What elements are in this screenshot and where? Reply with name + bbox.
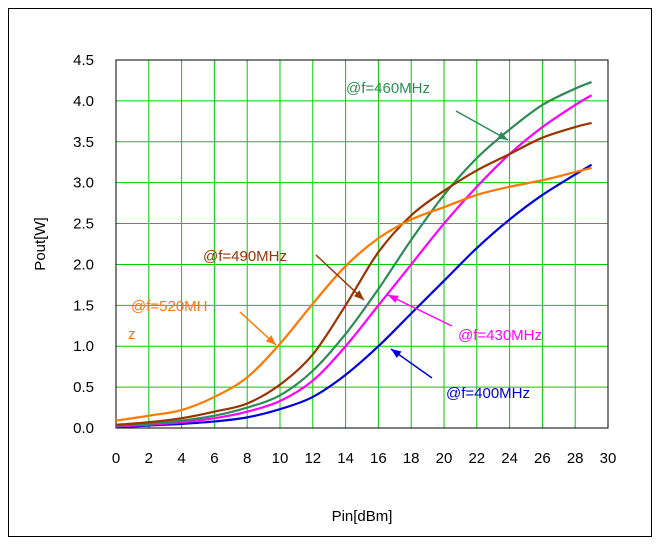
annotation-arrow-line — [387, 294, 453, 327]
annotation-arrow-line — [315, 254, 365, 301]
series-annotation-label: z — [128, 326, 136, 343]
x-tick-label: 24 — [501, 450, 518, 467]
series-annotation-label: @f=520MH — [131, 298, 208, 315]
x-tick-label: 8 — [243, 450, 251, 467]
chart-frame — [8, 8, 652, 537]
x-tick-label: 6 — [210, 450, 218, 467]
series-line-2 — [115, 81, 593, 427]
series-line-3 — [115, 121, 592, 426]
x-tick-label: 10 — [272, 450, 289, 467]
series-annotation-label: @f=400MHz — [446, 385, 530, 402]
y-tick-label: 4.0 — [73, 93, 94, 110]
x-tick-label: 0 — [112, 450, 120, 467]
series-line-1 — [115, 94, 593, 428]
y-tick-label: 0.0 — [73, 420, 94, 437]
annotations: @f=460MHz @f=490MHz @f=520MH z @f=430MHz @f=4… — [128, 80, 542, 402]
y-tick-label: 1.5 — [73, 297, 94, 314]
series-line-4 — [115, 166, 592, 422]
x-tick-label: 4 — [177, 450, 185, 467]
y-tick-label: 1.0 — [73, 338, 94, 355]
y-tick-label: 3.0 — [73, 175, 94, 192]
y-tick-label: 0.5 — [73, 379, 94, 396]
annotation-arrowhead — [388, 295, 399, 303]
x-tick-label: 22 — [468, 450, 485, 467]
x-tick-label: 20 — [436, 450, 453, 467]
plot-area — [115, 59, 609, 429]
x-tick-labels: 0 2 4 6 8 10 12 14 16 18 20 22 24 26 28 30 — [112, 450, 617, 467]
x-tick-label: 12 — [304, 450, 321, 467]
series-line-0 — [115, 163, 593, 429]
x-tick-label: 18 — [403, 450, 420, 467]
x-tick-label: 14 — [337, 450, 354, 467]
y-tick-label: 3.5 — [73, 134, 94, 151]
x-tick-label: 26 — [534, 450, 551, 467]
annotation-arrowhead — [353, 290, 364, 300]
x-axis-label: Pin[dBm] — [332, 508, 393, 525]
x-tick-label: 2 — [145, 450, 153, 467]
series-annotation-label: @f=430MHz — [458, 327, 542, 344]
y-tick-labels: 0.0 0.5 1.0 1.5 2.0 2.5 3.0 3.5 4.0 4.5 — [73, 52, 94, 437]
y-tick-label: 2.0 — [73, 256, 94, 273]
annotation-arrowhead — [497, 131, 508, 140]
series-group — [115, 81, 593, 429]
y-tick-label: 4.5 — [73, 52, 94, 69]
grid-lines — [115, 59, 609, 429]
annotation-arrowhead — [391, 349, 402, 359]
x-tick-label: 16 — [370, 450, 387, 467]
series-annotation-label: @f=490MHz — [203, 248, 287, 265]
y-axis-label: Pout[W] — [32, 217, 49, 270]
x-tick-label: 28 — [567, 450, 584, 467]
y-tick-label: 2.5 — [73, 216, 94, 233]
x-tick-label: 30 — [600, 450, 617, 467]
annotation-arrowhead — [265, 335, 276, 345]
series-annotation-label: @f=460MHz — [346, 80, 430, 97]
